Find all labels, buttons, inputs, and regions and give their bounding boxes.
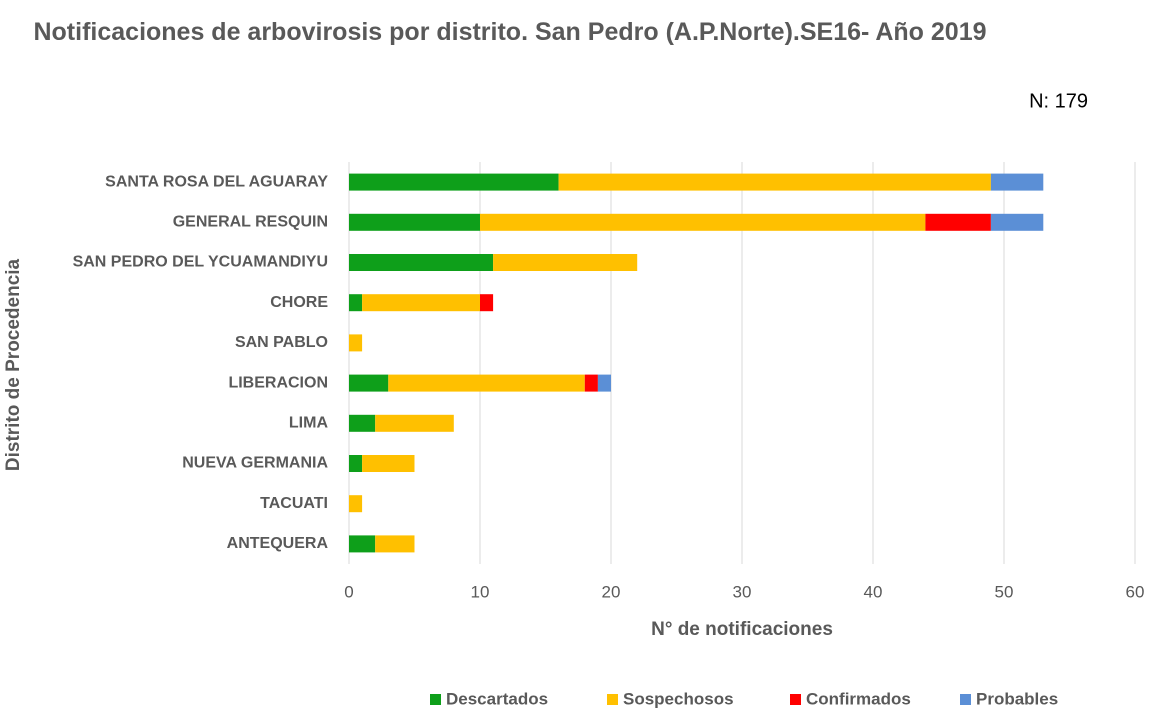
x-tick-label: 20 [602, 582, 621, 601]
y-tick-label: CHORE [270, 294, 328, 311]
annotation: N: 179 [1029, 90, 1088, 112]
bar-segment [480, 294, 494, 312]
y-tick-label: SANTA ROSA DEL AGUARAY [105, 173, 328, 190]
x-tick-label: 50 [995, 582, 1014, 601]
x-tick-label: 30 [733, 582, 752, 601]
bar-segment [349, 455, 363, 472]
x-tick-label: 0 [344, 582, 353, 601]
x-tick-label: 10 [471, 582, 490, 601]
y-axis-label: Distrito de Procedencia [3, 258, 24, 471]
bar-segment [349, 173, 559, 191]
y-tick-label: SAN PABLO [235, 334, 328, 351]
bar-segment [480, 213, 926, 231]
bar-segment [584, 374, 598, 392]
y-tick-label: GENERAL RESQUIN [173, 214, 328, 231]
legend-swatch [430, 694, 441, 705]
bar-segment [558, 173, 991, 191]
bar-segment [375, 535, 415, 553]
chart-title: Notificaciones de arbovirosis por distri… [33, 18, 987, 46]
bar-segment [349, 213, 480, 231]
bar-segment [349, 495, 363, 513]
bar-segment [362, 455, 415, 472]
bar-segment [925, 213, 991, 231]
y-tick-label: LIBERACION [228, 374, 328, 391]
x-axis-label: N° de notificaciones [651, 619, 833, 640]
x-tick-label: 40 [864, 582, 883, 601]
bar-segment [597, 374, 611, 392]
legend-swatch [790, 694, 801, 705]
y-tick-label: LIMA [289, 415, 329, 432]
bar-segment [349, 294, 363, 312]
legend-label: Probables [976, 689, 1058, 708]
y-tick-label: TACUATI [260, 495, 328, 512]
bar-segment [349, 535, 376, 553]
bar-segment [493, 254, 638, 271]
y-tick-label: SAN PEDRO DEL YCUAMANDIYU [73, 254, 328, 271]
bar-segment [388, 374, 585, 392]
bar-segment [990, 213, 1044, 231]
bar-segment [362, 294, 480, 312]
legend-label: Descartados [446, 689, 548, 708]
legend-swatch [607, 694, 618, 705]
bar-segment [375, 414, 454, 432]
bar-segment [349, 414, 376, 432]
bar-segment [349, 374, 389, 392]
bar-segment [990, 173, 1044, 191]
y-tick-label: ANTEQUERA [227, 535, 329, 552]
legend-label: Sospechosos [623, 689, 734, 708]
y-tick-label: NUEVA GERMANIA [182, 455, 328, 472]
legend-label: Confirmados [806, 689, 911, 708]
bar-segment [349, 334, 363, 352]
x-tick-label: 60 [1126, 582, 1145, 601]
bar-segment [349, 254, 494, 271]
legend-swatch [960, 694, 971, 705]
